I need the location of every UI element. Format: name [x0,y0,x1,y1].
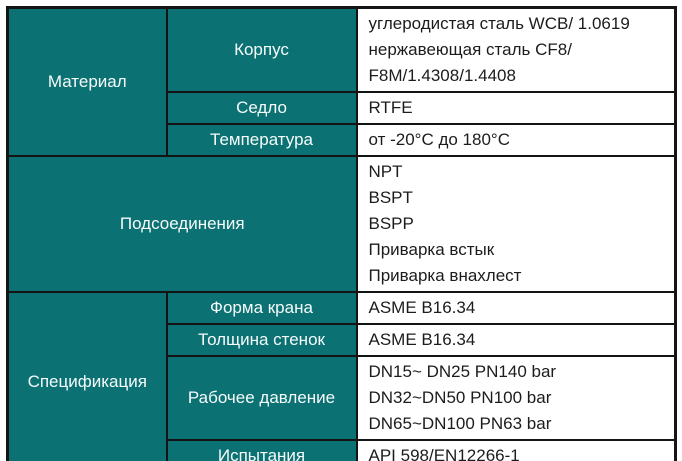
working-pressure-label-cell: Рабочее давление [165,355,358,441]
temperature-value-cell: от -20°C до 180°C [355,123,677,157]
temperature-label-cell: Температура [165,123,358,157]
seat-value-cell: RTFE [355,91,677,125]
wall-thickness-label-cell: Толщина стенок [165,323,358,357]
testing-label-cell: Испытания [165,439,358,461]
table-row: Испытания API 598/EN12266-1 [8,439,677,461]
body-value-cell: углеродистая сталь WCB/ 1.0619 нержавеющ… [355,6,677,93]
connections-value-cell: NPT BSPT BSPP Приварка встык Приварка вн… [355,155,677,293]
table-row: Толщина стенок ASME B16.34 [8,323,677,357]
valve-shape-label-cell: Форма крана [165,291,358,325]
body-label-cell: Корпус [165,6,358,93]
table-row: Подсоединения NPT BSPT BSPP Приварка вст… [6,155,677,293]
connections-group-cell: Подсоединения [6,155,358,293]
table-row: Материал Корпус углеродистая сталь WCB/ … [6,6,677,157]
material-group-cell: Материал [6,6,168,157]
table-row: Спецификация Форма крана ASME B16.34 [6,291,677,461]
table-row: Рабочее давление DN15~ DN25 PN140 bar DN… [8,355,677,441]
testing-value-cell: API 598/EN12266-1 [355,439,677,461]
valve-spec-table: Материал Корпус углеродистая сталь WCB/ … [6,6,677,461]
working-pressure-value-cell: DN15~ DN25 PN140 bar DN32~DN50 PN100 bar… [355,355,677,441]
specification-group-cell: Спецификация [6,291,168,461]
table-row: Температура от -20°C до 180°C [8,123,677,157]
seat-label-cell: Седло [165,91,358,125]
wall-thickness-value-cell: ASME B16.34 [355,323,677,357]
valve-shape-value-cell: ASME B16.34 [355,291,677,325]
table-row: Седло RTFE [8,91,677,125]
